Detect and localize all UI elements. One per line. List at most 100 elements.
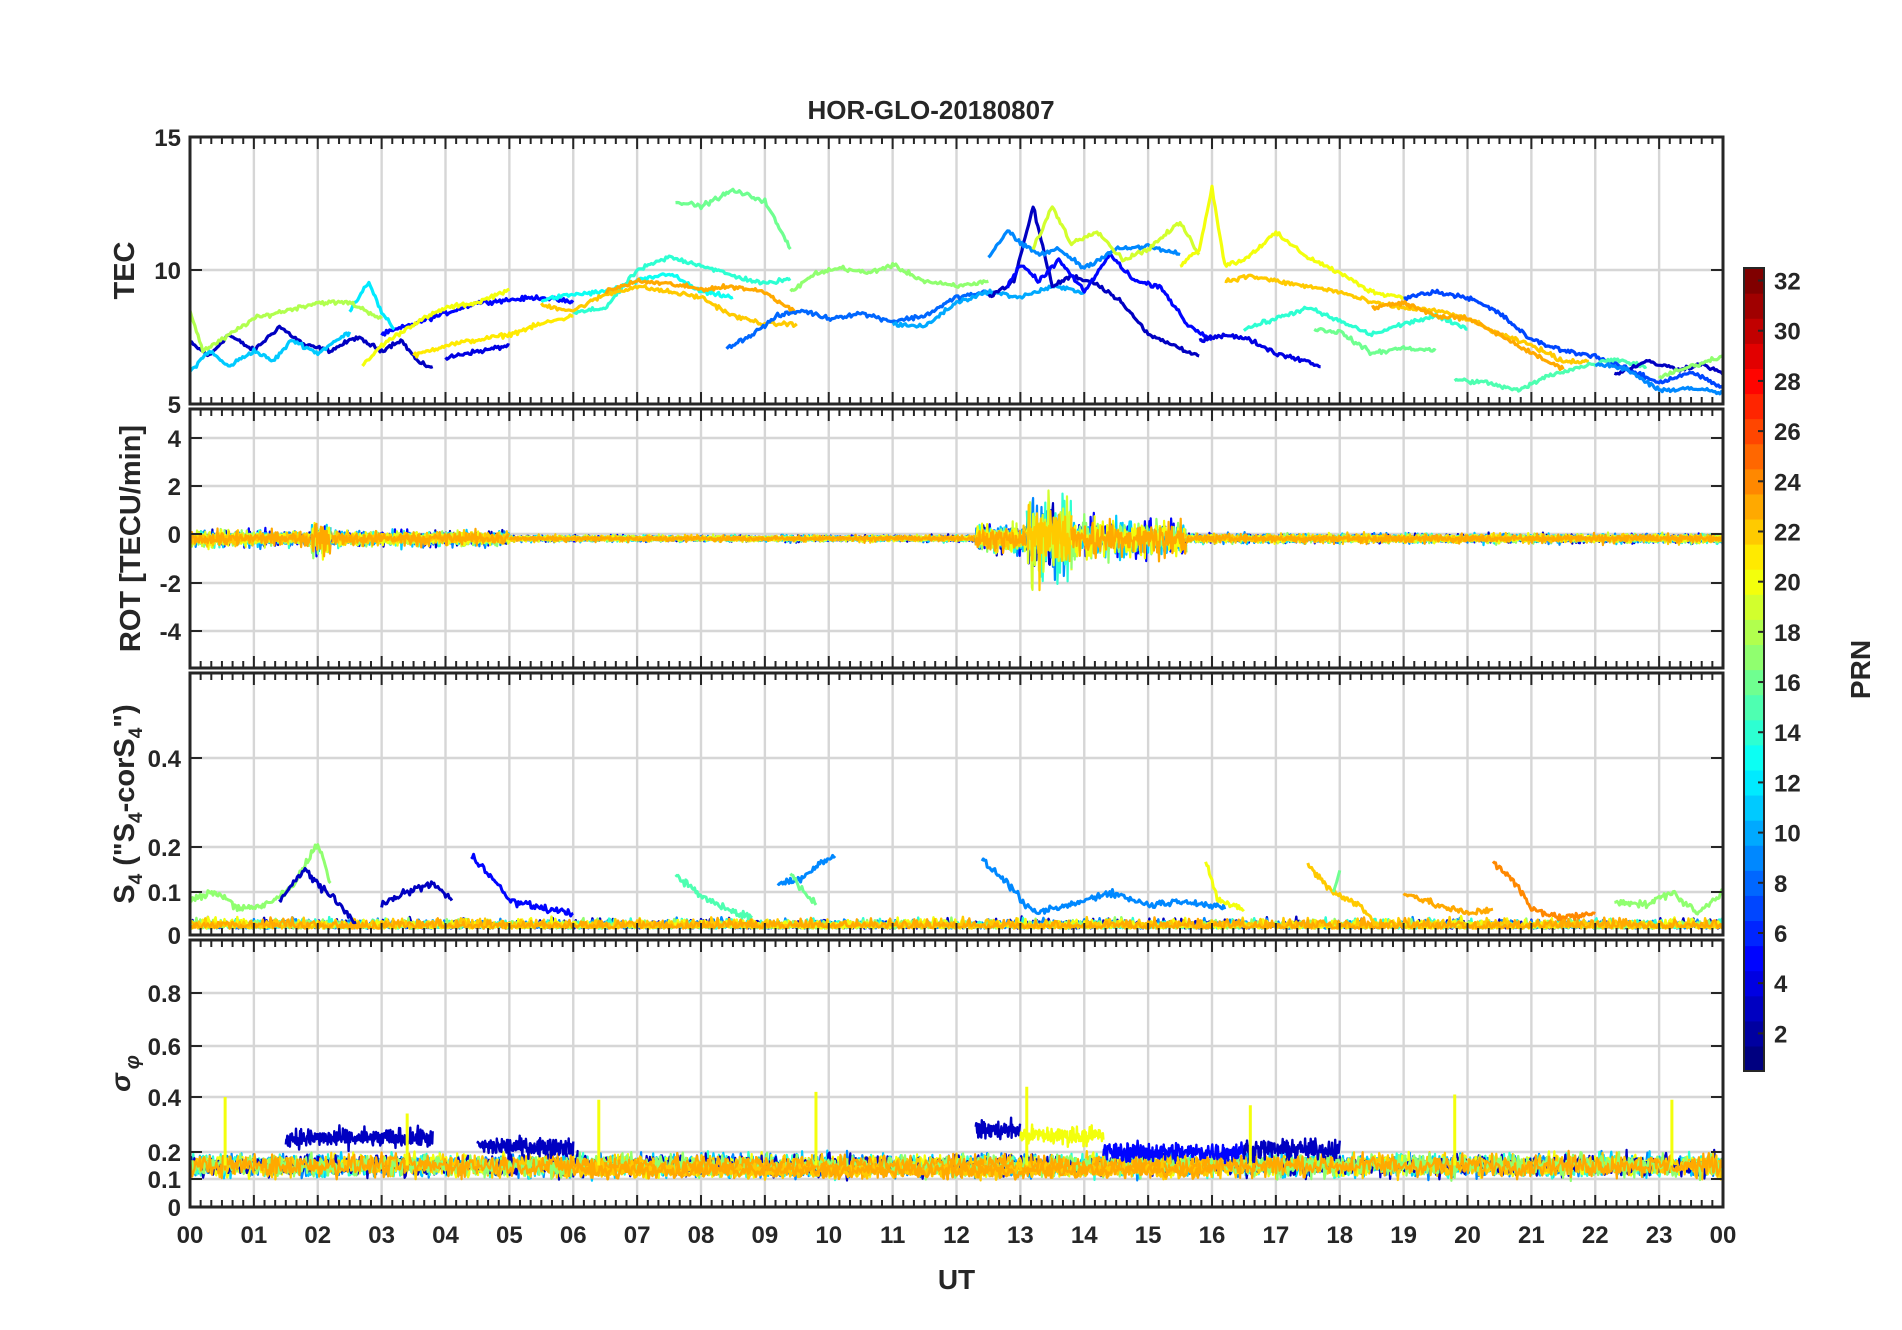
x-tick-label: 22 (1582, 1222, 1609, 1249)
colorbar-tick-label: 18 (1774, 620, 1801, 647)
y-axis-label-sigma-phi: σφ (105, 1055, 144, 1092)
colorbar-tick-label: 32 (1774, 269, 1801, 296)
sigma-burst-prn-3 (476, 1134, 575, 1160)
colorbar-segment (1744, 870, 1764, 896)
y-tick-label-s4: 0.4 (148, 746, 182, 773)
x-tick-label: 04 (432, 1222, 459, 1249)
colorbar-tick-label: 28 (1774, 369, 1801, 396)
colorbar-segment (1744, 920, 1764, 947)
colorbar-segment (1744, 945, 1764, 972)
colorbar-segment (1744, 644, 1764, 671)
x-tick-label: 06 (560, 1222, 587, 1249)
sigma-burst-prn-3 (1242, 1137, 1341, 1164)
colorbar-tick-label: 2 (1774, 1021, 1787, 1048)
tec-series-prn-20 (1179, 184, 1405, 300)
tec-series-prn-12 (348, 280, 396, 331)
colorbar-segment (1744, 895, 1764, 922)
colorbar-segment (1744, 719, 1764, 746)
x-tick-label: 00 (177, 1222, 204, 1249)
colorbar-tick-label: 24 (1774, 469, 1801, 496)
colorbar-segment (1744, 594, 1764, 620)
tec-series-prn-17 (1658, 354, 1723, 380)
y-tick-label-sigma_phi: 0.4 (148, 1085, 182, 1112)
colorbar-segment (1744, 518, 1764, 545)
y-tick-label-rot: -2 (160, 571, 181, 598)
y-tick-label-sigma_phi: 0 (168, 1195, 181, 1222)
x-tick-label: 23 (1646, 1222, 1673, 1249)
s4-series-prn-20 (1204, 861, 1245, 912)
colorbar-label: PRN (1845, 640, 1876, 699)
y-tick-label-rot: 0 (168, 522, 181, 549)
s4-series-prn-3 (278, 867, 357, 925)
ticks-s4 (189, 673, 1724, 936)
s4-series-prn-16 (1331, 870, 1342, 893)
x-tick-label: 17 (1263, 1222, 1290, 1249)
data-rot (190, 489, 1723, 592)
s4-series-prn-9 (776, 853, 837, 886)
colorbar-segment (1744, 544, 1764, 570)
colorbar-tick-label: 20 (1774, 570, 1801, 597)
tec-series-prn-4 (444, 343, 510, 361)
sigma-burst-prn-20 (1019, 1123, 1105, 1148)
x-tick-label: 08 (688, 1222, 715, 1249)
data-tec (190, 184, 1723, 396)
y-tick-label-sigma_phi: 0.1 (148, 1167, 181, 1194)
colorbar-segment (1744, 318, 1764, 344)
ticks-sigma_phi (189, 940, 1724, 1208)
y-tick-label-sigma_phi: 0.6 (148, 1034, 181, 1061)
x-tick-label: 18 (1326, 1222, 1353, 1249)
colorbar-segment (1744, 619, 1764, 646)
tec-series-prn-22 (539, 284, 798, 328)
colorbar-segment (1744, 293, 1764, 319)
colorbar-segment (1744, 268, 1764, 294)
y-tick-label-sigma_phi: 0.8 (148, 981, 181, 1008)
x-tick-label: 20 (1454, 1222, 1481, 1249)
colorbar-segment (1744, 769, 1764, 796)
rot-trace-prn-23 (310, 522, 332, 558)
x-tick-label: 21 (1518, 1222, 1545, 1249)
colorbar-segment (1744, 468, 1764, 495)
panel-sigma_phi: 00.10.2 0.4 0.6 0.8 σφ (105, 938, 1725, 1222)
tec-series-prn-21 (412, 313, 574, 359)
tec-series-prn-18 (190, 299, 383, 354)
rot-trace-prn-23 (1070, 517, 1188, 563)
rot-trace-prn-23 (190, 527, 511, 549)
tec-series-prn-4 (1198, 332, 1321, 369)
colorbar-segment (1744, 1045, 1764, 1072)
colorbar-segment (1744, 569, 1764, 595)
tec-series-prn-14 (1242, 305, 1468, 338)
tec-series-prn-23 (1371, 299, 1565, 371)
y-tick-label-sigma_phi: 0.2 (148, 1140, 181, 1167)
colorbar-ticks (1758, 279, 1764, 1035)
colorbar-tick-label: 22 (1774, 519, 1801, 546)
tec-series-prn-15 (1453, 357, 1648, 393)
y-axis-label-rot: ROT [TECU/min] (115, 425, 147, 652)
tec-series-prn-14 (572, 254, 792, 315)
s4-series-prn-24 (1491, 860, 1596, 922)
ticks-rot (189, 409, 1724, 668)
x-tick-label: 07 (624, 1222, 651, 1249)
chart-title: HOR-GLO-20180807 (807, 95, 1054, 125)
x-tick-label: 05 (496, 1222, 523, 1249)
y-tick-label-tec: 10 (154, 258, 181, 285)
x-tick-label: 15 (1135, 1222, 1162, 1249)
x-tick-label: 14 (1071, 1222, 1098, 1249)
y-tick-label-rot: -4 (160, 619, 182, 646)
sigma-burst-prn-3 (974, 1116, 1022, 1141)
colorbar-tick-label: 30 (1774, 319, 1801, 346)
y-tick-label-tec: 5 (168, 392, 181, 419)
tec-series-prn-7 (1403, 288, 1723, 390)
y-tick-label-s4: 0 (168, 923, 181, 950)
colorbar-segment (1744, 418, 1764, 445)
y-tick-label-rot: 2 (168, 474, 181, 501)
x-tick-label: 10 (815, 1222, 842, 1249)
tec-series-prn-19 (1031, 205, 1201, 263)
colorbar-frame (1743, 267, 1765, 1072)
colorbar-tick-label: 4 (1774, 971, 1788, 998)
x-tick-label: 03 (368, 1222, 395, 1249)
x-tick-label: 01 (241, 1222, 268, 1249)
tec-series-prn-8 (725, 289, 989, 350)
